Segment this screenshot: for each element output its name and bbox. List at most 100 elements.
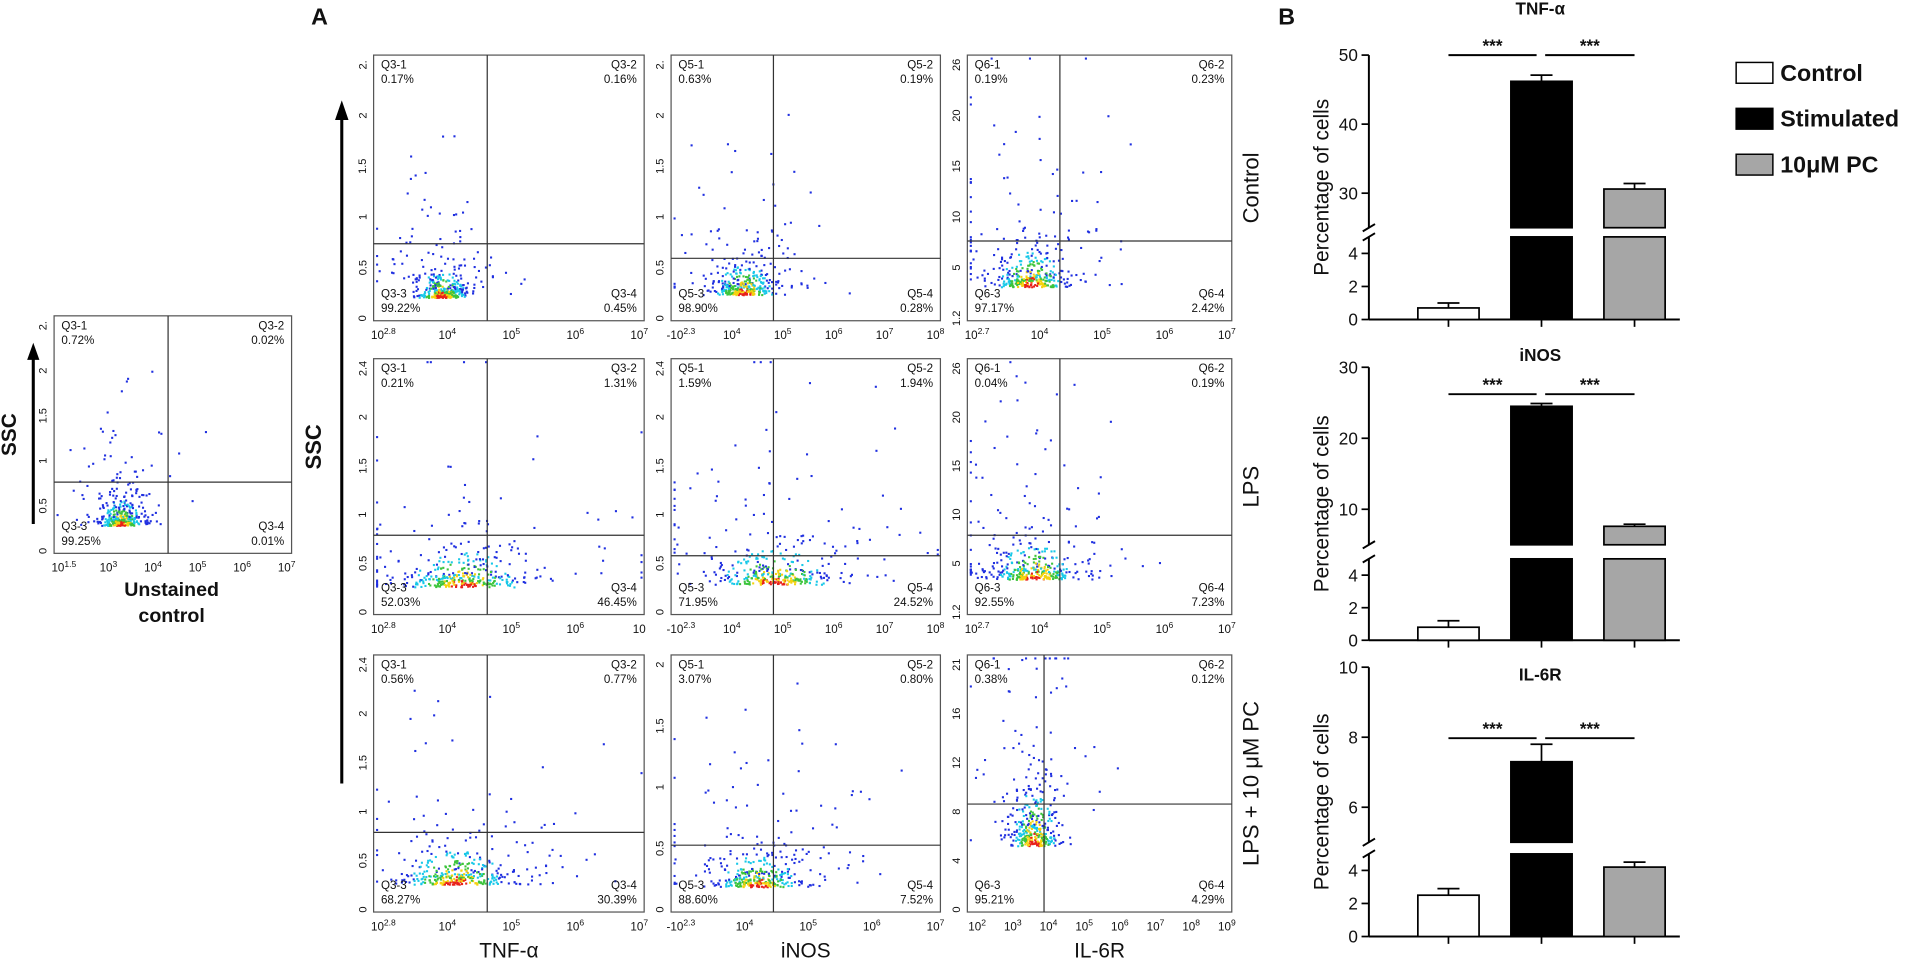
event-dot bbox=[428, 292, 431, 295]
event-dot bbox=[524, 559, 527, 562]
event-dot bbox=[467, 875, 470, 878]
event-dot bbox=[1004, 834, 1007, 837]
plot-frame bbox=[670, 654, 942, 913]
tick-base: 10 bbox=[1218, 623, 1231, 636]
event-dot bbox=[795, 809, 798, 812]
event-dot bbox=[1000, 838, 1003, 841]
event-dot bbox=[763, 292, 766, 295]
tick-base: 10 bbox=[927, 329, 940, 342]
event-dot bbox=[1016, 796, 1019, 799]
y-tick-label: 15 bbox=[951, 160, 963, 172]
event-dot bbox=[540, 826, 543, 829]
event-dot bbox=[455, 584, 458, 587]
event-dot bbox=[1040, 818, 1043, 822]
event-dot bbox=[465, 290, 468, 293]
event-dot bbox=[770, 281, 774, 284]
event-dot bbox=[414, 586, 417, 589]
event-dot bbox=[748, 279, 752, 282]
event-dot bbox=[969, 250, 972, 253]
event-dot bbox=[1041, 574, 1044, 577]
event-dot bbox=[712, 280, 715, 283]
event-dot bbox=[992, 267, 995, 270]
event-dot bbox=[726, 864, 729, 867]
event-dot bbox=[86, 484, 89, 487]
event-dot bbox=[790, 286, 793, 289]
event-dot bbox=[1037, 841, 1040, 844]
event-dot bbox=[740, 289, 743, 292]
event-dot bbox=[376, 227, 379, 230]
event-dot bbox=[387, 800, 390, 803]
tick-base: 10 bbox=[1093, 623, 1106, 636]
x-tick-label: 107 bbox=[1218, 326, 1236, 342]
event-dot bbox=[809, 869, 812, 872]
event-dot bbox=[1010, 283, 1013, 286]
event-dot bbox=[738, 874, 741, 877]
event-dot bbox=[673, 217, 676, 220]
event-dot bbox=[1021, 844, 1024, 847]
gate-name: Q3-3 bbox=[381, 879, 407, 892]
event-dot bbox=[103, 458, 106, 461]
event-dot bbox=[1053, 570, 1056, 573]
event-dot bbox=[744, 881, 747, 884]
event-dot bbox=[1060, 249, 1063, 252]
event-dot bbox=[477, 522, 480, 525]
event-dot bbox=[1056, 570, 1059, 573]
event-dot bbox=[969, 266, 972, 269]
event-dot bbox=[428, 296, 431, 299]
event-dot bbox=[1057, 821, 1060, 825]
event-dot bbox=[115, 506, 118, 509]
event-dot bbox=[1049, 785, 1052, 788]
event-dot bbox=[1003, 280, 1006, 283]
gate-percent: 2.42% bbox=[1192, 302, 1225, 315]
event-dot bbox=[1045, 840, 1048, 843]
event-dot bbox=[749, 879, 752, 882]
event-dot bbox=[486, 523, 490, 526]
event-dot bbox=[439, 556, 442, 559]
event-dot bbox=[742, 275, 745, 278]
event-dot bbox=[1041, 799, 1044, 802]
event-dot bbox=[1054, 273, 1057, 276]
event-dot bbox=[436, 281, 439, 284]
event-dot bbox=[1042, 556, 1045, 559]
event-dot bbox=[498, 583, 502, 586]
event-dot bbox=[994, 820, 997, 823]
event-dot bbox=[460, 285, 463, 288]
event-dot bbox=[462, 581, 465, 584]
event-dot bbox=[475, 558, 478, 561]
event-dot bbox=[807, 559, 810, 563]
event-dot bbox=[1000, 559, 1003, 562]
y-tick-label: 0.5 bbox=[38, 498, 50, 513]
significance-label: *** bbox=[1580, 35, 1600, 55]
event-dot bbox=[516, 581, 519, 584]
event-dot bbox=[1037, 569, 1040, 572]
event-dot bbox=[585, 858, 588, 861]
event-dot bbox=[407, 875, 410, 878]
event-dot bbox=[112, 507, 115, 510]
event-dot bbox=[429, 584, 432, 587]
event-dot bbox=[779, 552, 782, 555]
event-dot bbox=[72, 489, 75, 492]
event-dot bbox=[110, 508, 113, 511]
significance-label: *** bbox=[1483, 35, 1503, 55]
event-dot bbox=[457, 580, 461, 583]
gate-name: Q6-2 bbox=[1199, 658, 1225, 671]
bar bbox=[1603, 188, 1666, 229]
event-dot bbox=[790, 884, 793, 888]
event-dot bbox=[763, 571, 766, 574]
event-dot bbox=[1037, 262, 1041, 265]
gate-name: Q3-3 bbox=[381, 581, 407, 594]
event-dot bbox=[1018, 825, 1021, 828]
event-dot bbox=[734, 550, 737, 553]
event-dot bbox=[740, 288, 743, 291]
event-dot bbox=[425, 876, 428, 879]
event-dot bbox=[705, 716, 708, 719]
event-dot bbox=[1039, 843, 1043, 846]
event-dot bbox=[745, 761, 748, 765]
event-dot bbox=[434, 883, 438, 886]
event-dot bbox=[458, 293, 461, 296]
event-dot bbox=[423, 870, 426, 873]
event-dot bbox=[800, 572, 804, 576]
event-dot bbox=[462, 287, 465, 290]
event-dot bbox=[1036, 829, 1039, 832]
event-dot bbox=[986, 272, 990, 275]
